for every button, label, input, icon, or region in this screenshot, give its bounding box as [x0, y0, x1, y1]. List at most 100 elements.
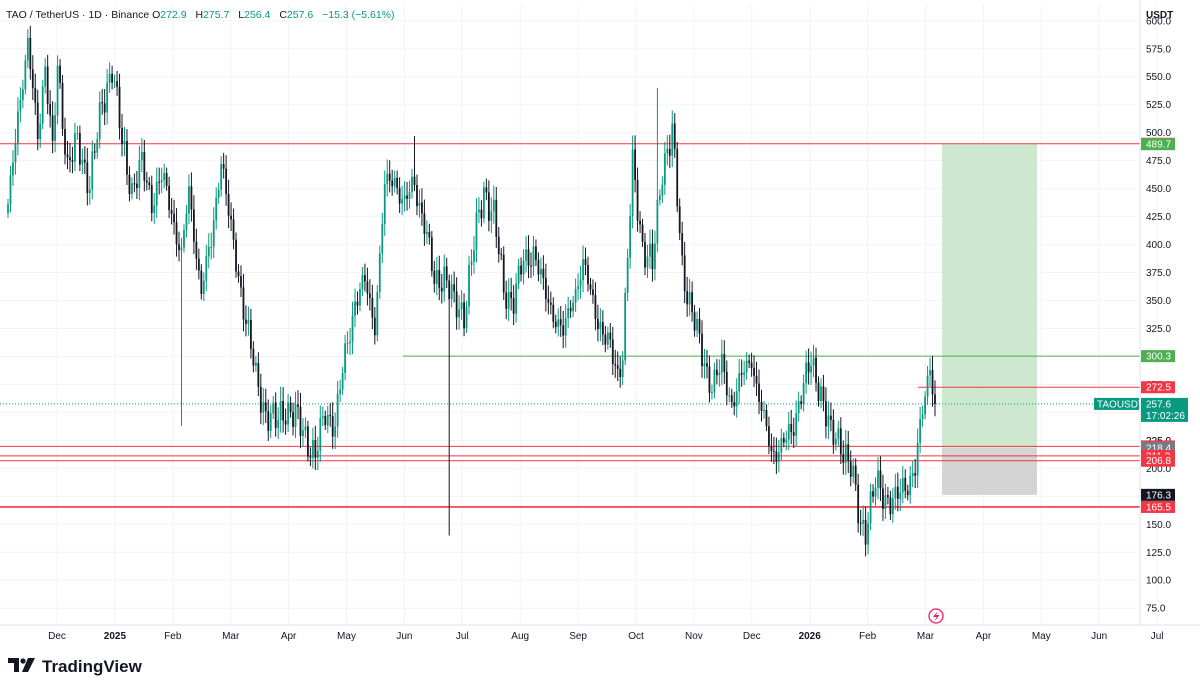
candle-body: [797, 401, 800, 414]
candle-body: [874, 487, 877, 497]
candle-body: [800, 401, 803, 405]
candle-body: [706, 363, 708, 367]
candle-body: [212, 220, 215, 247]
candle-body: [720, 353, 723, 373]
candle-body: [259, 386, 262, 413]
time-tick-label: 2026: [799, 631, 822, 642]
candle-body: [349, 341, 351, 344]
candle-body: [297, 404, 299, 407]
candle-body: [307, 426, 309, 457]
candle-body: [267, 411, 270, 431]
candle-body: [604, 334, 607, 345]
last-price-value: 257.6: [1146, 399, 1171, 410]
candle-body: [859, 523, 862, 525]
candle-body: [597, 318, 599, 329]
candle-body: [790, 423, 793, 432]
price-tick-label: 450.0: [1146, 184, 1171, 195]
candle-body: [646, 256, 649, 268]
candle-body: [411, 176, 413, 192]
candle-body: [39, 123, 42, 140]
candle-body: [713, 369, 716, 393]
candle-body: [807, 362, 810, 373]
time-tick-label: Nov: [685, 631, 703, 642]
candle-body: [842, 454, 845, 463]
price-tick-label: 500.0: [1146, 128, 1171, 139]
candle-body: [837, 428, 840, 440]
candle-body: [738, 373, 741, 392]
candle-body: [616, 365, 619, 369]
candle-body: [825, 401, 827, 427]
candle-body: [668, 148, 671, 156]
candle-body: [101, 102, 104, 104]
candle-body: [480, 209, 483, 219]
candle-body: [654, 243, 656, 270]
time-tick-label: May: [337, 631, 356, 642]
candle-body: [624, 292, 627, 361]
candle-body: [562, 325, 565, 336]
ticker-tag-label: TAOUSDT: [1097, 399, 1144, 410]
candle-body: [896, 486, 899, 499]
candle-body: [106, 82, 109, 113]
candle-body: [463, 302, 465, 329]
candle-body: [696, 318, 698, 331]
candle-body: [314, 440, 317, 458]
candle-body: [403, 195, 406, 200]
candle-body: [609, 332, 612, 340]
candle-body: [775, 451, 778, 462]
time-tick-label: Feb: [164, 631, 182, 642]
candle-body: [725, 371, 728, 396]
candle-body: [537, 259, 540, 275]
candle-body: [589, 284, 592, 290]
candle-body: [844, 444, 847, 463]
candle-body: [430, 237, 433, 271]
replay-bolt-icon[interactable]: [928, 608, 944, 624]
time-tick-label: Jun: [1091, 631, 1107, 642]
candle-body: [205, 256, 208, 281]
candle-body: [678, 206, 681, 234]
candle-body: [143, 151, 146, 181]
candle-body: [279, 400, 282, 421]
candle-body: [59, 65, 61, 83]
candle-body: [227, 194, 230, 216]
candle-body: [500, 253, 503, 255]
candle-body: [237, 271, 240, 277]
candle-body: [202, 280, 205, 294]
price-tick-label: 375.0: [1146, 268, 1171, 279]
candle-body: [619, 368, 622, 378]
price-axis[interactable]: 600.0 575.0 550.0 525.0 500.0 475.0 450.0 425.0…: [1139, 0, 1171, 625]
horizontal-levels: [0, 143, 1140, 508]
candle-body: [86, 162, 89, 194]
candle-body: [832, 419, 835, 445]
candle-body: [222, 164, 225, 169]
time-tick-label: 2025: [104, 631, 127, 642]
candle-body: [482, 187, 485, 219]
candle-body: [148, 182, 151, 186]
candle-body: [334, 426, 337, 437]
candle-body: [230, 215, 232, 220]
time-axis[interactable]: Dec 2025 Feb Mar Apr May Jun Jul Aug Sep Oct Nov Dec…: [0, 624, 1200, 642]
candle-body: [507, 292, 510, 309]
candle-body: [530, 265, 532, 267]
candle-body: [810, 365, 812, 373]
candle-body: [839, 428, 842, 455]
last-price-tag: [1141, 397, 1188, 422]
price-tick-label: 550.0: [1146, 72, 1171, 83]
candle-body: [673, 123, 676, 149]
candle-body: [934, 394, 936, 404]
tradingview-logo[interactable]: TradingView: [8, 657, 142, 677]
candle-body: [163, 173, 166, 181]
candle-body: [153, 205, 156, 213]
candle-body: [926, 375, 929, 397]
time-tick-label: Jul: [456, 631, 469, 642]
candle-body: [128, 174, 131, 195]
candle-body: [398, 188, 401, 204]
time-tick-label: May: [1032, 631, 1051, 642]
candle-body: [83, 159, 86, 163]
candle-body: [453, 284, 456, 292]
symbol-title: TAO / TetherUS · 1D · Binance: [6, 9, 150, 21]
candle-body: [460, 302, 463, 310]
candle-body: [421, 202, 423, 214]
candle-body: [564, 317, 567, 336]
price-tag: [1141, 138, 1175, 151]
